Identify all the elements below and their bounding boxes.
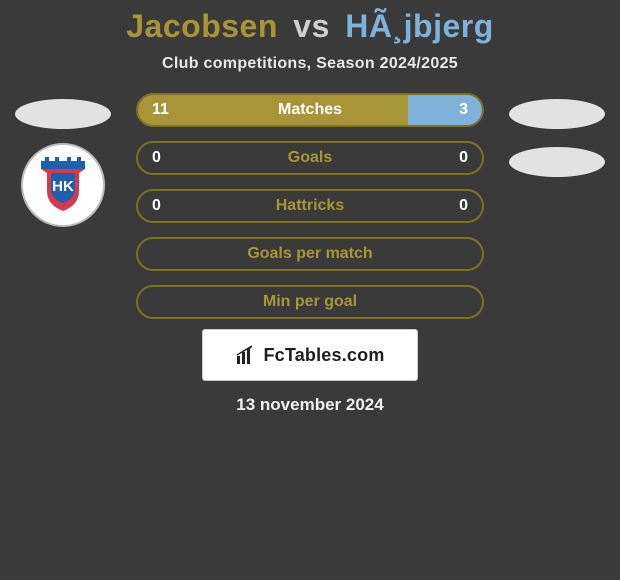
shield-icon: HK — [21, 143, 105, 227]
badge-letters: HK — [52, 178, 74, 195]
player2-club-placeholder — [509, 147, 605, 177]
stat-bar-matches: 11Matches3 — [136, 93, 484, 127]
page-title: Jacobsen vs HÃ¸jbjerg — [0, 8, 620, 45]
stat-value-right: 0 — [459, 149, 468, 167]
title-player1: Jacobsen — [126, 8, 278, 44]
club-badge-left: HK — [21, 143, 105, 227]
stat-bar-gpm: Goals per match — [136, 237, 484, 271]
player1-photo-placeholder — [15, 99, 111, 129]
date-label: 13 november 2024 — [0, 395, 620, 415]
comparison-card: Jacobsen vs HÃ¸jbjerg Club competitions,… — [0, 0, 620, 415]
right-column — [502, 93, 612, 319]
bar-chart-icon — [235, 344, 257, 366]
player2-photo-placeholder — [509, 99, 605, 129]
stat-value-right: 3 — [459, 101, 468, 119]
stat-value-right: 0 — [459, 197, 468, 215]
stat-bar-goals: 0Goals0 — [136, 141, 484, 175]
left-column: HK — [8, 93, 118, 319]
stat-bar-hattricks: 0Hattricks0 — [136, 189, 484, 223]
branding-label: FcTables.com — [263, 345, 384, 366]
stat-label: Goals — [138, 149, 482, 167]
stat-label: Matches — [138, 101, 482, 119]
stat-bar-mpg: Min per goal — [136, 285, 484, 319]
branding-box: FcTables.com — [202, 329, 418, 381]
title-player2: HÃ¸jbjerg — [345, 8, 494, 44]
main-layout: HK 11Matches30Goals00Hattricks0Goals per… — [0, 93, 620, 319]
stat-label: Hattricks — [138, 197, 482, 215]
subtitle: Club competitions, Season 2024/2025 — [0, 55, 620, 73]
stat-bars: 11Matches30Goals00Hattricks0Goals per ma… — [118, 93, 502, 319]
stat-label: Min per goal — [138, 293, 482, 311]
title-vs: vs — [293, 8, 330, 44]
stat-label: Goals per match — [138, 245, 482, 263]
